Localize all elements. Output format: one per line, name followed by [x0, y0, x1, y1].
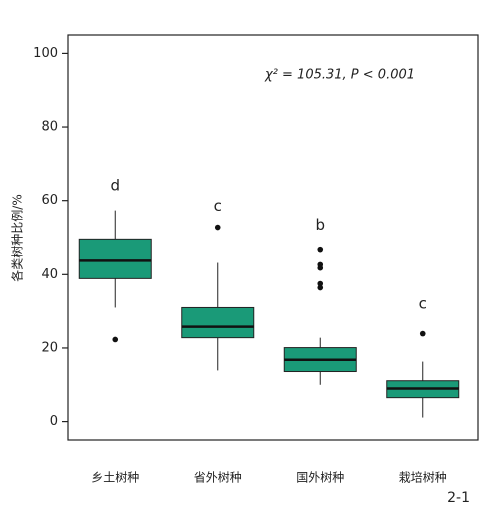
- y-tick-label: 0: [50, 414, 58, 429]
- y-tick-label: 20: [41, 340, 58, 355]
- outlier: [419, 330, 426, 337]
- x-tick-label: 国外树种: [296, 470, 344, 485]
- outlier: [112, 336, 119, 343]
- outlier: [317, 280, 324, 287]
- y-tick-label: 40: [41, 267, 58, 282]
- x-tick-label: 乡土树种: [91, 470, 139, 485]
- box: [78, 238, 152, 279]
- outlier: [214, 224, 221, 231]
- y-axis-label: 各类树种比例/%: [10, 194, 25, 281]
- group-letter: c: [214, 197, 222, 215]
- outlier: [317, 264, 324, 271]
- group-letter: d: [110, 176, 120, 194]
- group-letter: c: [419, 294, 427, 312]
- y-tick-label: 60: [41, 193, 58, 208]
- figure-label: 2-1: [447, 490, 470, 506]
- x-tick-label: 栽培树种: [399, 470, 447, 485]
- y-tick-label: 80: [41, 120, 58, 135]
- box: [181, 306, 255, 339]
- group-letter: b: [315, 216, 325, 234]
- outlier: [317, 284, 324, 291]
- plot-frame: [67, 34, 479, 441]
- y-tick-label: 100: [33, 46, 58, 61]
- outlier: [317, 246, 324, 253]
- x-tick-label: 省外树种: [194, 470, 242, 485]
- annotation: χ² = 105.31, P < 0.001: [264, 68, 415, 83]
